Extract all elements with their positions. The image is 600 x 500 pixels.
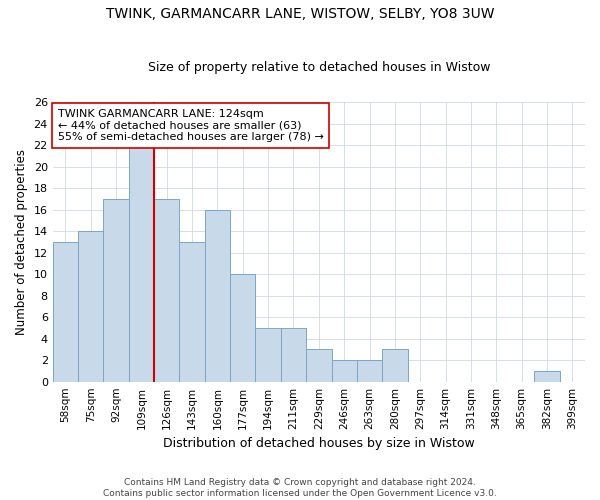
Bar [53,242,78,382]
Bar [129,145,154,382]
Bar [306,350,332,382]
Bar [281,328,306,382]
Bar [205,210,230,382]
Y-axis label: Number of detached properties: Number of detached properties [15,149,28,335]
Bar [535,371,560,382]
Bar [230,274,256,382]
Bar [78,231,103,382]
Bar [103,199,129,382]
Title: Size of property relative to detached houses in Wistow: Size of property relative to detached ho… [148,62,490,74]
Bar [154,199,179,382]
Text: Contains HM Land Registry data © Crown copyright and database right 2024.
Contai: Contains HM Land Registry data © Crown c… [103,478,497,498]
Bar [357,360,382,382]
Text: TWINK, GARMANCARR LANE, WISTOW, SELBY, YO8 3UW: TWINK, GARMANCARR LANE, WISTOW, SELBY, Y… [106,8,494,22]
X-axis label: Distribution of detached houses by size in Wistow: Distribution of detached houses by size … [163,437,475,450]
Bar [256,328,281,382]
Text: TWINK GARMANCARR LANE: 124sqm
← 44% of detached houses are smaller (63)
55% of s: TWINK GARMANCARR LANE: 124sqm ← 44% of d… [58,109,324,142]
Bar [179,242,205,382]
Bar [382,350,407,382]
Bar [332,360,357,382]
